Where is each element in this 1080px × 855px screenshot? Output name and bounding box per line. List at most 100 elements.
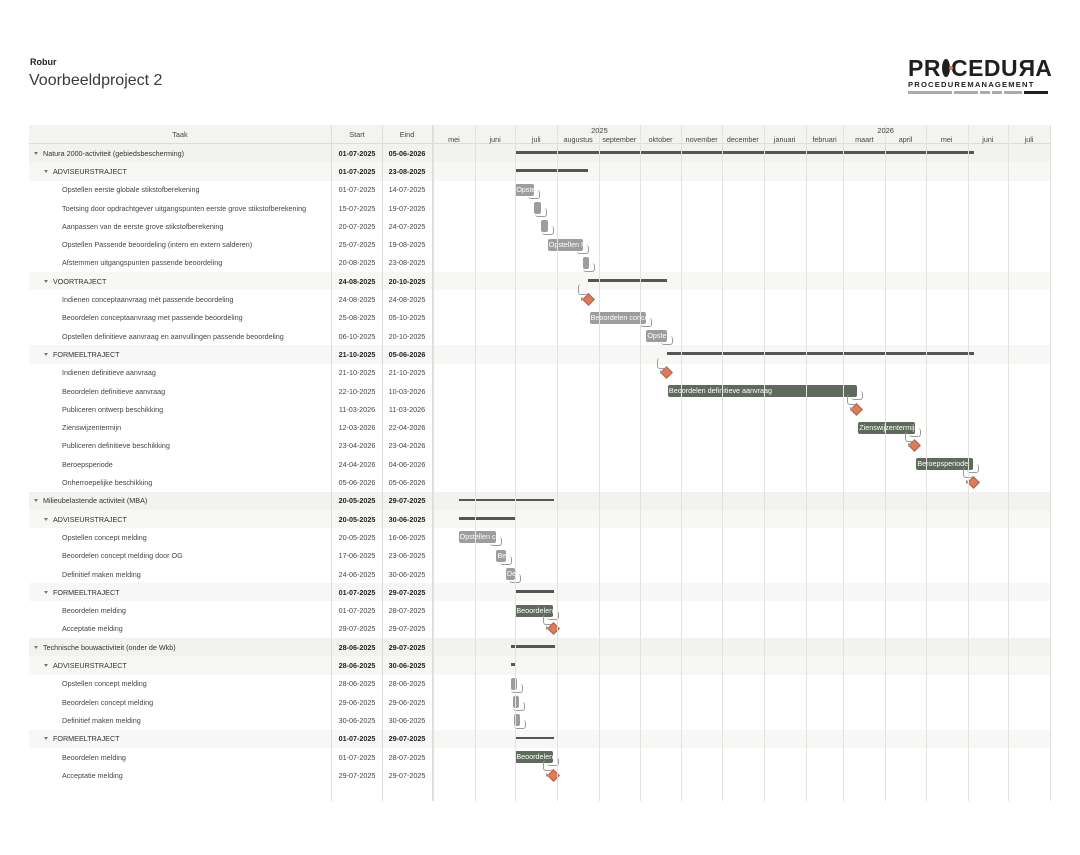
- task-row[interactable]: Indienen definitieve aanvraag 21-10-2025 2…: [29, 364, 1050, 382]
- task-row[interactable]: Definitief maken melding 30-06-2025 30-06-…: [29, 711, 1050, 729]
- month-label: augustus: [563, 135, 593, 144]
- end-date-cell: 30-06-2025: [388, 715, 426, 725]
- summary-bar[interactable]: [458, 517, 516, 520]
- logo-wordmark: PR CEDU R A: [908, 55, 1052, 81]
- task-name: Acceptatie melding: [62, 770, 123, 780]
- dependency-connector: [904, 430, 915, 442]
- task-bar[interactable]: Opstellen Passende beoordeling: [547, 238, 583, 251]
- task-bar-label: Zienswijzentermijn: [859, 422, 915, 432]
- task-name: ADVISEURSTRAJECT: [53, 514, 127, 524]
- month-label: mei: [940, 135, 953, 144]
- task-row[interactable]: Beoordelen melding 01-07-2025 28-07-2025: [29, 748, 1050, 766]
- caret-down-icon[interactable]: [34, 151, 38, 155]
- task-name-cell: Zienswijzentermijn: [29, 419, 331, 437]
- task-bar[interactable]: Beroepsperiode: [916, 458, 974, 471]
- task-row[interactable]: Zienswijzentermijn 12-03-2026 22-04-2026: [29, 419, 1050, 437]
- task-row[interactable]: Definitief maken melding 24-06-2025 30-06-…: [29, 565, 1050, 583]
- dependency-connector: [846, 394, 857, 406]
- task-name-cell: Afstemmen uitgangspunten passende beoord…: [29, 254, 331, 272]
- task-name: Opstellen Passende beoordeling (intern e…: [62, 240, 253, 250]
- caret-down-icon[interactable]: [44, 169, 48, 173]
- task-name: Indienen definitieve aanvraag: [62, 368, 156, 378]
- summary-bar[interactable]: [515, 169, 589, 172]
- summary-bar[interactable]: [511, 645, 555, 648]
- dependency-connector: [512, 702, 525, 711]
- task-bar[interactable]: Zienswijzentermijn: [858, 421, 915, 434]
- month-label: maart: [855, 135, 874, 144]
- start-date-cell: 25-08-2025: [338, 313, 376, 323]
- task-row[interactable]: Publiceren definitieve beschikking 23-04-…: [29, 437, 1050, 455]
- caret-down-icon[interactable]: [44, 664, 48, 668]
- group-row[interactable]: ADVISEURSTRAJECT 20-05-2025 30-06-2025: [29, 510, 1050, 529]
- summary-bar[interactable]: [588, 279, 667, 282]
- task-row[interactable]: Afstemmen uitgangspunten passende beoord…: [29, 254, 1050, 272]
- task-row[interactable]: Beoordelen concept melding 29-06-2025 29-0…: [29, 693, 1050, 711]
- caret-down-icon[interactable]: [34, 499, 38, 503]
- summary-bar[interactable]: [515, 151, 975, 154]
- month-label: juni: [489, 135, 501, 144]
- task-row[interactable]: Indienen conceptaanvraag mét passende be…: [29, 290, 1050, 308]
- task-row[interactable]: Publiceren ontwerp beschikking 11-03-2026…: [29, 400, 1050, 418]
- caret-down-icon[interactable]: [44, 517, 48, 521]
- task-row[interactable]: Onherroepelijke beschikking 05-06-2026 05-…: [29, 473, 1050, 491]
- task-row[interactable]: Beroepsperiode 24-04-2026 04-06-2026: [29, 455, 1050, 473]
- task-name: FORMEELTRAJECT: [53, 734, 120, 744]
- task-bar[interactable]: Opstellen concept melding: [458, 531, 497, 544]
- task-name-cell: Onherroepelijke beschikking: [29, 473, 331, 491]
- task-row[interactable]: Beoordelen melding 01-07-2025 28-07-2025: [29, 602, 1050, 620]
- column-header-task[interactable]: Taak: [29, 125, 331, 144]
- column-divider: [432, 125, 433, 801]
- task-bar[interactable]: Beoordelen definitieve aanvraag: [667, 384, 857, 397]
- task-bar[interactable]: Beoordelen conceptaanvraag met passende …: [589, 311, 647, 324]
- task-row[interactable]: Opstellen eerste globale stikstofbereken…: [29, 181, 1050, 199]
- task-row[interactable]: Beoordelen conceptaanvraag met passende …: [29, 309, 1050, 327]
- task-name-cell: Beoordelen concept melding: [29, 693, 331, 711]
- task-name-cell: VOORTRAJECT: [29, 272, 331, 290]
- start-date-cell: 01-07-2025: [338, 185, 376, 195]
- summary-bar[interactable]: [458, 498, 555, 502]
- task-row[interactable]: Opstellen Passende beoordeling (intern e…: [29, 236, 1050, 254]
- dependency-connector: [576, 244, 589, 254]
- task-bar[interactable]: Opstellen eerste globale stikstofbereken…: [515, 183, 535, 196]
- task-row[interactable]: Beoordelen concept melding door OG 17-06-…: [29, 547, 1050, 565]
- caret-down-icon[interactable]: [34, 645, 38, 649]
- summary-bar[interactable]: [515, 736, 555, 740]
- logo-tagline: PROCEDUREMANAGEMENT: [908, 80, 1035, 89]
- start-date-cell: 01-07-2025: [338, 734, 376, 744]
- summary-bar[interactable]: [666, 352, 975, 355]
- task-bar[interactable]: [582, 256, 589, 269]
- caret-down-icon[interactable]: [44, 279, 48, 283]
- caret-down-icon[interactable]: [44, 737, 48, 741]
- task-bar[interactable]: Beoordelen melding: [515, 604, 554, 617]
- end-date-cell: 28-06-2025: [388, 679, 426, 689]
- task-row[interactable]: Acceptatie melding 29-07-2025 29-07-2025: [29, 620, 1050, 638]
- task-row[interactable]: Toetsing door opdrachtgever uitgangspunt…: [29, 199, 1050, 217]
- task-name: FORMEELTRAJECT: [53, 349, 120, 359]
- summary-bar[interactable]: [515, 590, 555, 593]
- dependency-connector: [543, 760, 554, 772]
- task-row[interactable]: Opstellen concept melding 20-05-2025 16-06…: [29, 528, 1050, 546]
- task-name-cell: Indienen definitieve aanvraag: [29, 364, 331, 382]
- task-bar[interactable]: [514, 714, 520, 727]
- task-row[interactable]: Opstellen concept melding 28-06-2025 28-06…: [29, 675, 1050, 693]
- group-row[interactable]: VOORTRAJECT 24-08-2025 20-10-2025: [29, 272, 1050, 291]
- caret-down-icon[interactable]: [44, 590, 48, 594]
- logo-underline: [908, 91, 1050, 94]
- column-header-end[interactable]: Eind: [382, 125, 432, 144]
- task-bar[interactable]: Opstellen definitieve aanvraag: [646, 330, 667, 342]
- caret-down-icon[interactable]: [44, 352, 48, 356]
- column-header-start[interactable]: Start: [332, 125, 382, 144]
- task-row[interactable]: Opstellen definitieve aanvraag en aanvul…: [29, 327, 1050, 345]
- task-row[interactable]: Beoordelen definitieve aanvraag 22-10-202…: [29, 382, 1050, 400]
- task-row[interactable]: Aanpassen van de eerste grove stikstofbe…: [29, 217, 1050, 235]
- task-name-cell: Publiceren ontwerp beschikking: [29, 400, 331, 418]
- group-row[interactable]: FORMEELTRAJECT 21-10-2025 05-06-2026: [29, 345, 1050, 364]
- summary-bar[interactable]: [511, 663, 516, 666]
- month-label: september: [602, 135, 637, 144]
- task-bar[interactable]: Beoordelen melding: [515, 750, 554, 763]
- end-date-cell: 23-08-2025: [388, 166, 426, 176]
- task-row[interactable]: Acceptatie melding 29-07-2025 29-07-2025: [29, 766, 1050, 784]
- month-label: mei: [448, 135, 460, 144]
- group-row[interactable]: ADVISEURSTRAJECT 28-06-2025 30-06-2025: [29, 656, 1050, 675]
- task-bar[interactable]: [511, 677, 518, 690]
